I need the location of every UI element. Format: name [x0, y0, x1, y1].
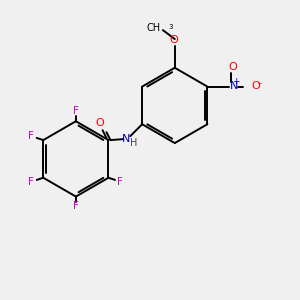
Text: O: O	[169, 35, 178, 45]
Text: -: -	[258, 78, 262, 88]
Text: +: +	[232, 77, 240, 86]
Text: N: N	[122, 134, 130, 144]
Text: F: F	[117, 177, 123, 187]
Text: F: F	[73, 202, 79, 212]
Text: H: H	[130, 138, 137, 148]
Text: F: F	[28, 131, 34, 141]
Text: O: O	[251, 81, 260, 91]
Text: CH: CH	[147, 23, 161, 33]
Text: F: F	[28, 177, 34, 187]
Text: F: F	[73, 106, 79, 116]
Text: N: N	[230, 81, 238, 91]
Text: 3: 3	[169, 24, 173, 30]
Text: O: O	[95, 118, 104, 128]
Text: O: O	[229, 62, 238, 72]
